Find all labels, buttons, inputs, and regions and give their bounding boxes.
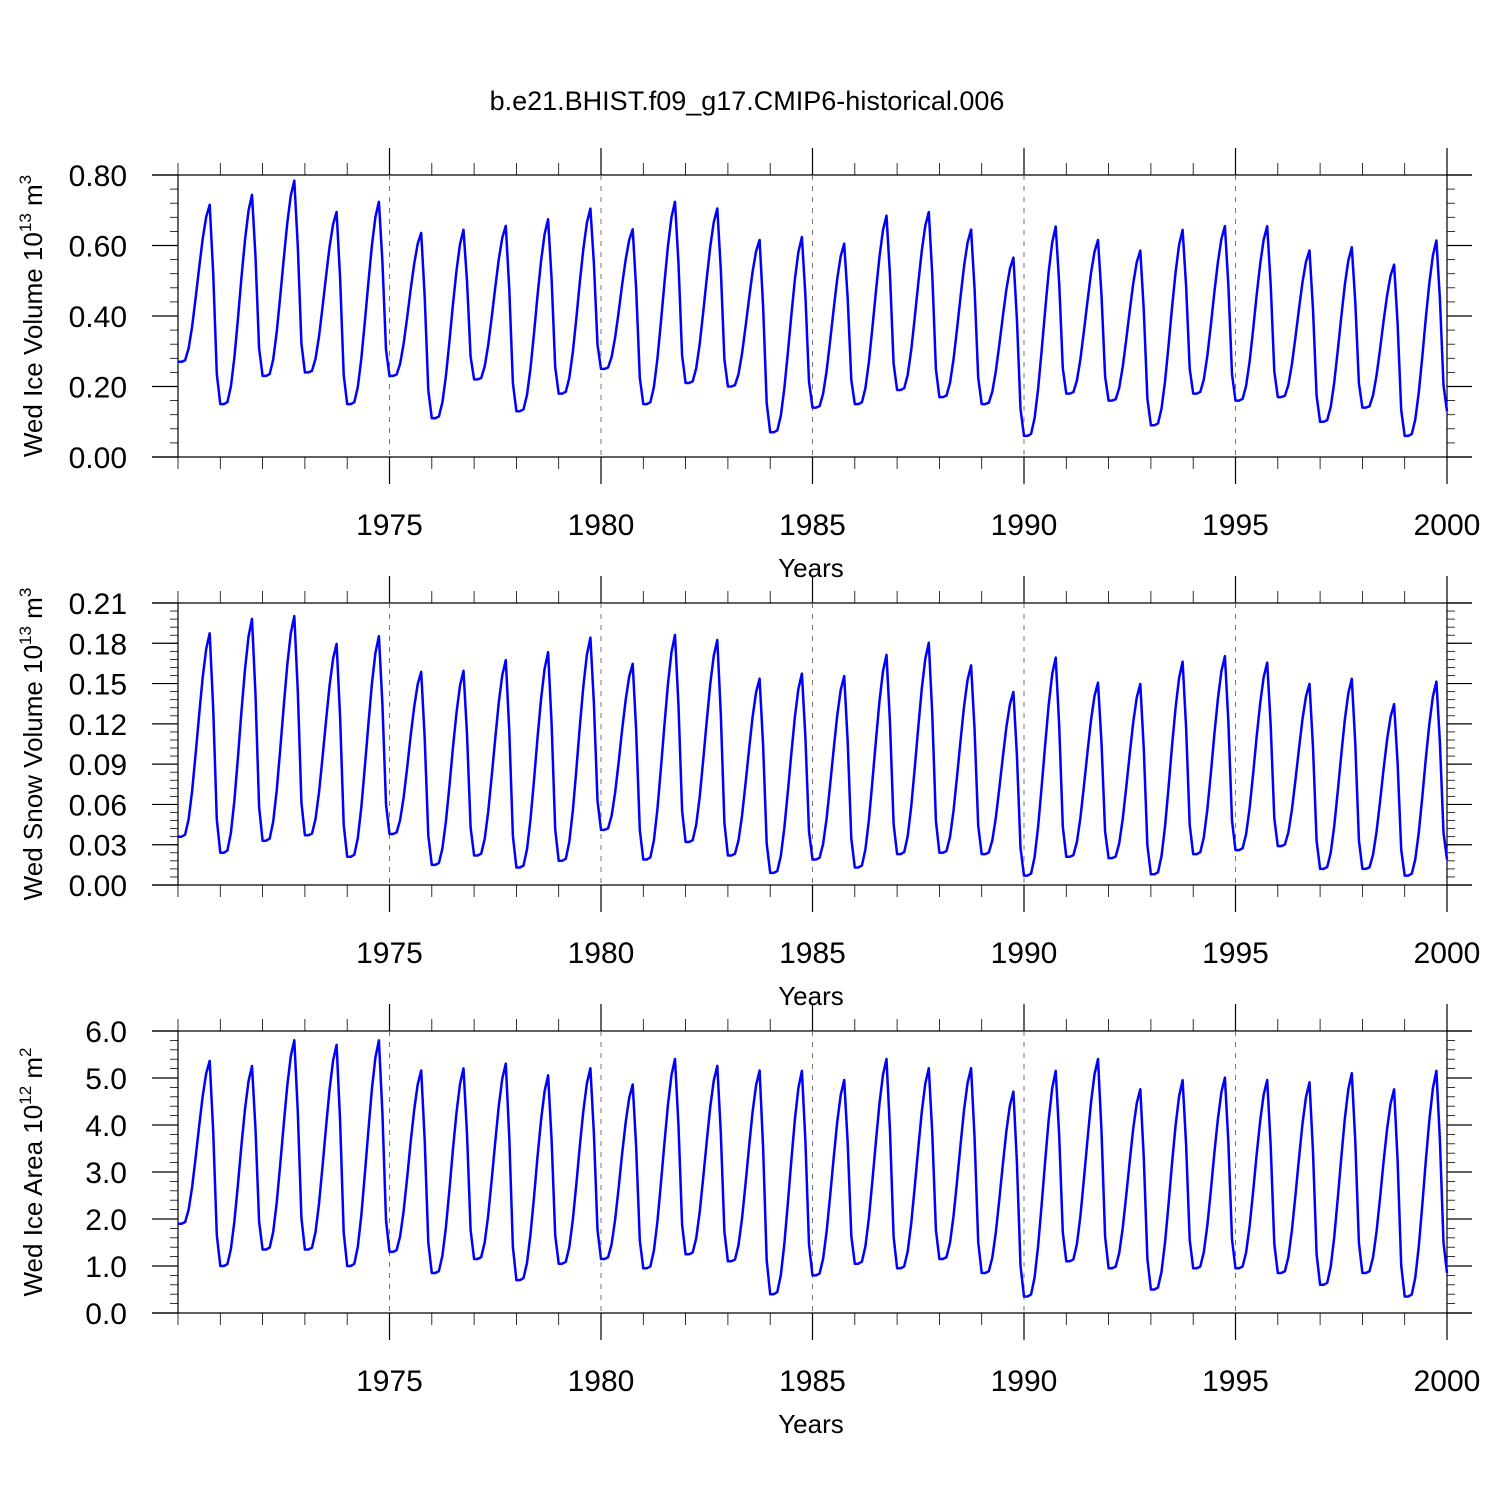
y-tick-label: 3.0 bbox=[85, 1157, 127, 1190]
x-tick-label: 1975 bbox=[356, 1365, 423, 1398]
y-tick-label: 6.0 bbox=[85, 1016, 127, 1049]
y-tick-label: 0.80 bbox=[69, 160, 127, 193]
y-tick-label: 2.0 bbox=[85, 1204, 127, 1237]
x-axis-label: Years bbox=[778, 553, 844, 583]
chart-panel-3: 0.0 1.0 2.0 3.0 4.0 5.0 6.0 1975 1980 1985 1990 199… bbox=[16, 1004, 1480, 1439]
x-tick-label: 1990 bbox=[991, 937, 1058, 970]
x-tick-label: 2000 bbox=[1414, 937, 1481, 970]
chart-panel-1: 0.00 0.20 0.40 0.60 0.80 1975 1980 1985 1990 1995… bbox=[16, 148, 1480, 583]
y-tick-label: 0.40 bbox=[69, 301, 127, 334]
y-tick-label: 0.18 bbox=[69, 628, 127, 661]
y-tick-label: 0.06 bbox=[69, 789, 127, 822]
y-tick-label: 0.09 bbox=[69, 749, 127, 782]
series-line bbox=[178, 1038, 1449, 1298]
y-tick-label: 0.00 bbox=[69, 442, 127, 475]
y-tick-label: 0.20 bbox=[69, 372, 127, 405]
x-axis-label: Years bbox=[778, 1409, 844, 1439]
x-tick-label: 1995 bbox=[1202, 937, 1269, 970]
y-axis-label: Wed Ice Area 1012 m2 bbox=[16, 1047, 48, 1296]
y-tick-label: 1.0 bbox=[85, 1251, 127, 1284]
x-tick-label: 1980 bbox=[568, 1365, 635, 1398]
x-tick-label: 1995 bbox=[1202, 509, 1269, 542]
series-line bbox=[178, 179, 1449, 438]
y-axis-label: Wed Snow Volume 1013 m3 bbox=[16, 588, 48, 901]
x-tick-label: 2000 bbox=[1414, 509, 1481, 542]
x-tick-label: 1990 bbox=[991, 509, 1058, 542]
x-tick-label: 1985 bbox=[779, 509, 846, 542]
x-tick-label: 1980 bbox=[568, 509, 635, 542]
x-axis-label: Years bbox=[778, 981, 844, 1011]
x-tick-label: 2000 bbox=[1414, 1365, 1481, 1398]
y-tick-label: 0.03 bbox=[69, 830, 127, 863]
y-tick-label: 4.0 bbox=[85, 1110, 127, 1143]
y-tick-label: 0.0 bbox=[85, 1298, 127, 1331]
x-tick-label: 1990 bbox=[991, 1365, 1058, 1398]
x-tick-label: 1975 bbox=[356, 509, 423, 542]
y-tick-label: 0.12 bbox=[69, 709, 127, 742]
x-tick-label: 1995 bbox=[1202, 1365, 1269, 1398]
y-tick-label: 0.21 bbox=[69, 588, 127, 621]
y-tick-label: 5.0 bbox=[85, 1063, 127, 1096]
chart-panel-2: 0.00 0.03 0.06 0.09 0.12 0.15 0.18 0.21 1975 1980… bbox=[16, 576, 1480, 1011]
x-tick-label: 1980 bbox=[568, 937, 635, 970]
y-tick-label: 0.15 bbox=[69, 669, 127, 702]
y-tick-label: 0.00 bbox=[69, 870, 127, 903]
chart-title: b.e21.BHIST.f09_g17.CMIP6-historical.006 bbox=[490, 86, 1005, 116]
y-tick-label: 0.60 bbox=[69, 231, 127, 264]
series-line bbox=[178, 614, 1449, 877]
x-tick-label: 1985 bbox=[779, 937, 846, 970]
y-axis-label: Wed Ice Volume 1013 m3 bbox=[16, 175, 48, 457]
x-tick-label: 1985 bbox=[779, 1365, 846, 1398]
x-tick-label: 1975 bbox=[356, 937, 423, 970]
